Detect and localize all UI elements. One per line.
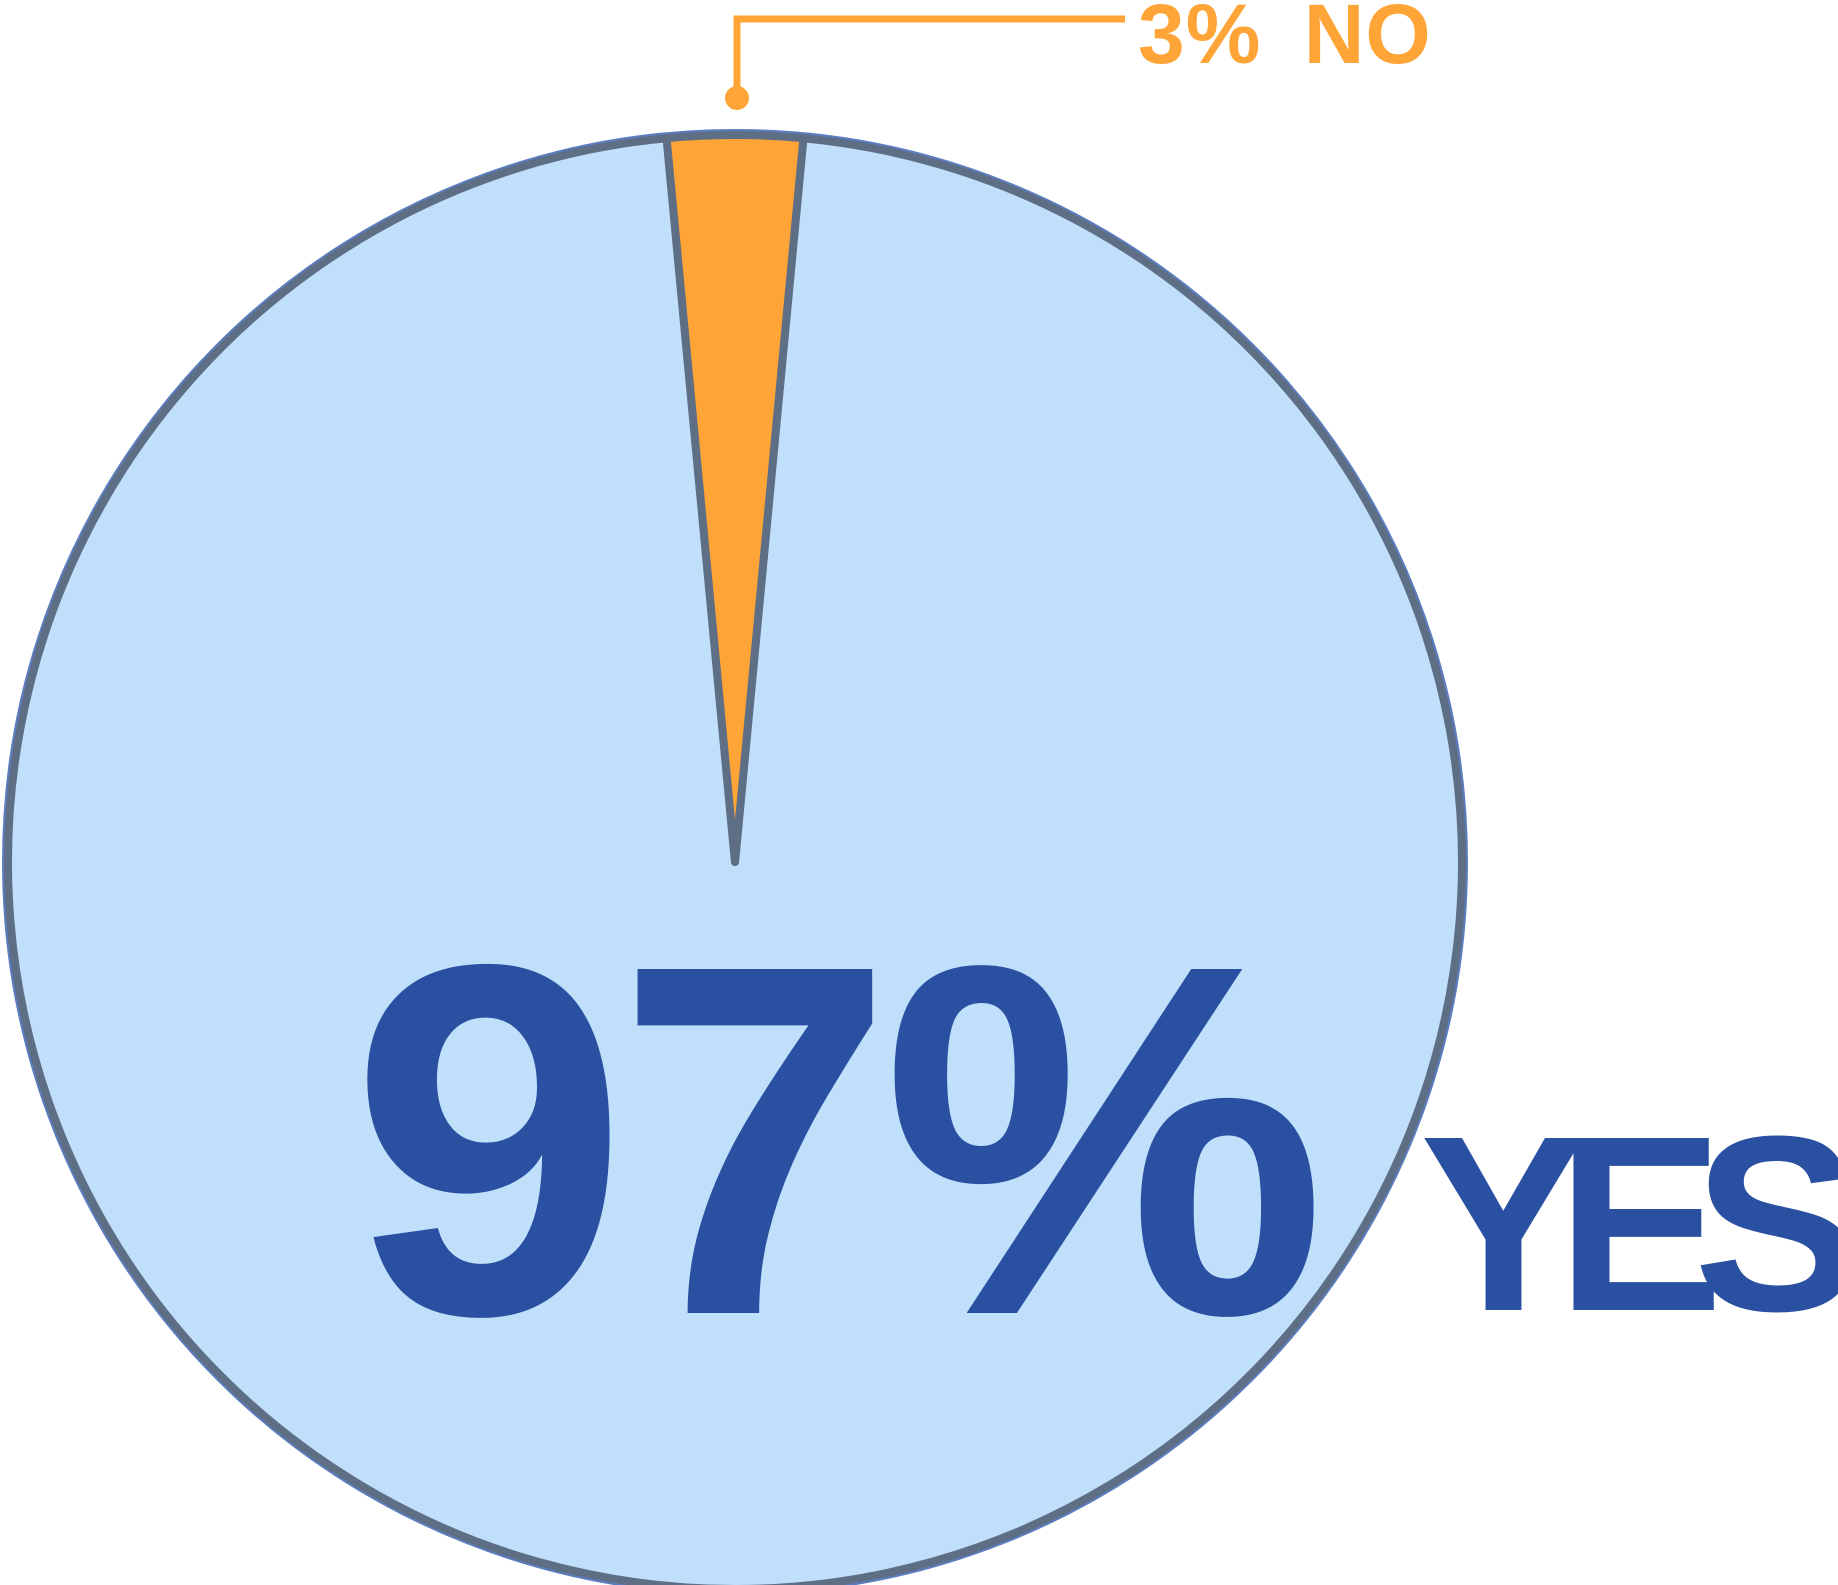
yes-category-label: YES [1420, 1084, 1838, 1363]
no-callout-dot [725, 86, 749, 110]
no-percent-label: 3% [1138, 0, 1261, 81]
no-callout-leader-line [737, 19, 1125, 98]
no-slice-label: 3% NO [1138, 0, 1432, 81]
yes-percent-label: 97% [350, 860, 1320, 1419]
no-category-label: NO [1304, 0, 1432, 81]
callout-layer [725, 19, 1125, 110]
